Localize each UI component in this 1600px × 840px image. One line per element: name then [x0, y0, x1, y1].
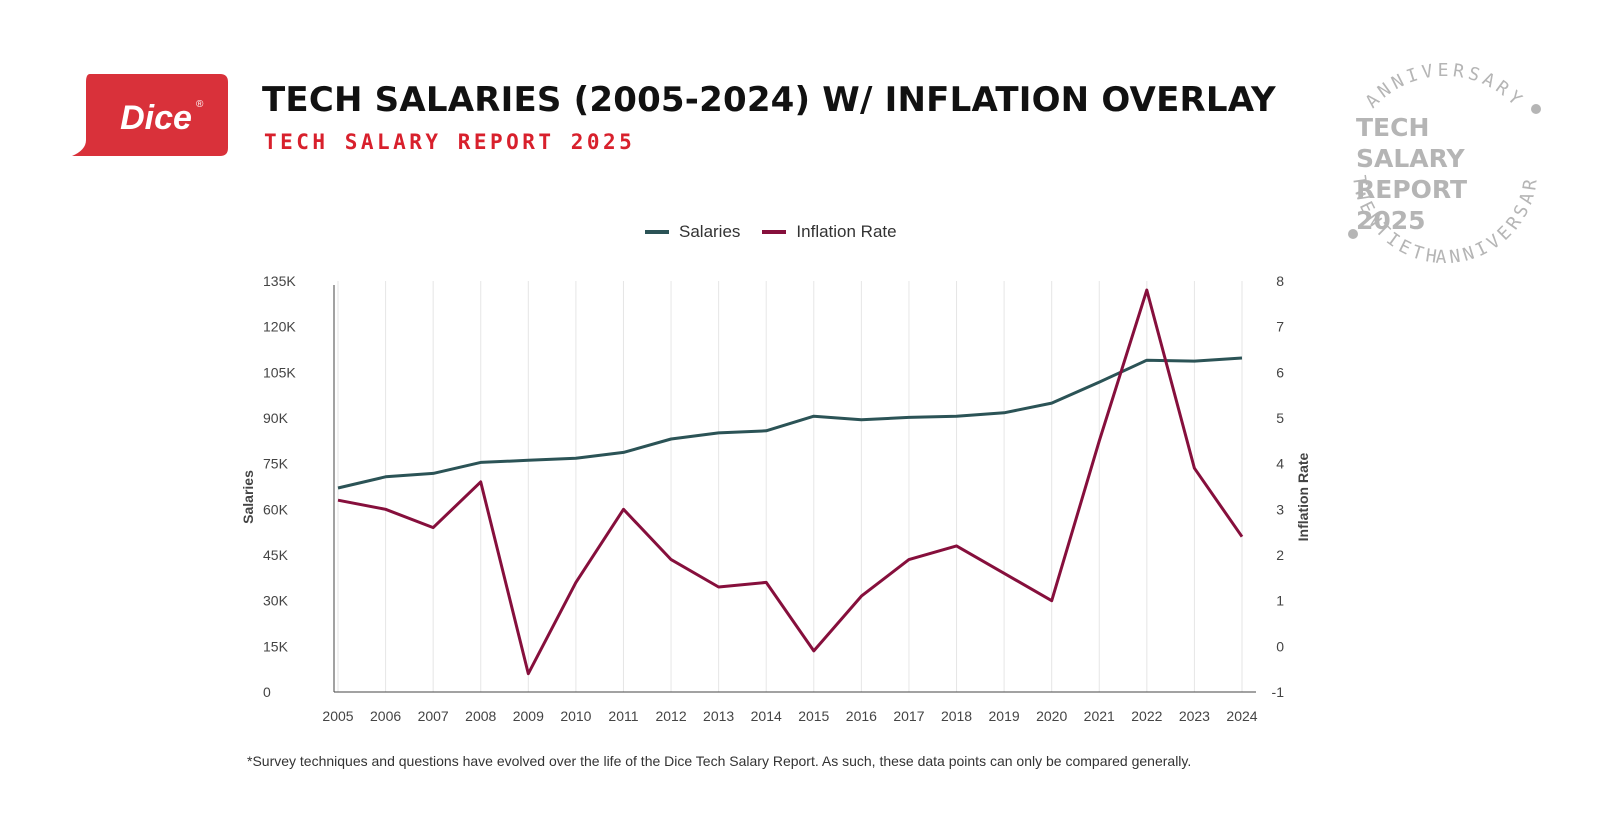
chart-legend: Salaries Inflation Rate [645, 222, 919, 242]
y2-tick-label: 6 [1276, 364, 1284, 380]
y-tick-label: 75K [263, 456, 289, 472]
legend-label: Inflation Rate [796, 222, 897, 241]
badge-dot-left [1348, 229, 1358, 239]
dice-logo: Dice ® [72, 74, 228, 156]
right-axis-ticks: -1 0 1 2 3 4 5 6 7 8 [1272, 273, 1285, 700]
y-tick-label: 135K [263, 273, 296, 289]
x-tick-label: 2017 [893, 708, 924, 724]
y2-tick-label: 0 [1276, 638, 1284, 654]
chart-footnote: *Survey techniques and questions have ev… [247, 753, 1192, 769]
x-tick-label: 2005 [322, 708, 353, 724]
x-tick-label: 2010 [560, 708, 591, 724]
y-tick-label: 15K [263, 638, 289, 654]
y2-tick-label: -1 [1272, 684, 1285, 700]
x-tick-label: 2012 [655, 708, 686, 724]
x-tick-label: 2009 [513, 708, 544, 724]
y2-tick-label: 7 [1276, 319, 1284, 335]
y2-tick-label: 3 [1276, 501, 1284, 517]
x-tick-label: 2020 [1036, 708, 1067, 724]
badge-center-line: SALARY [1356, 144, 1466, 173]
vertical-gridlines [337, 281, 1243, 692]
y-tick-label: 105K [263, 364, 296, 380]
y-tick-label: 60K [263, 501, 289, 517]
logo-registered-mark: ® [196, 99, 204, 110]
y-tick-label: 30K [263, 593, 289, 609]
x-axis-ticks: 2005 2006 2007 2008 2009 2010 2011 2012 2013 2014… [322, 708, 1257, 724]
legend-item: Salaries [645, 222, 740, 242]
right-axis-title: Inflation Rate [1295, 452, 1311, 541]
badge-dot-right [1531, 104, 1541, 114]
logo-background [72, 74, 228, 156]
x-tick-label: 2023 [1179, 708, 1210, 724]
x-tick-label: 2011 [608, 708, 638, 724]
badge-center-line: 2025 [1356, 206, 1426, 235]
y-tick-label: 45K [263, 547, 289, 563]
y2-tick-label: 2 [1276, 547, 1284, 563]
x-tick-label: 2015 [798, 708, 829, 724]
y-tick-label: 0 [263, 684, 271, 700]
legend-swatch [645, 230, 669, 234]
page-subtitle: TECH SALARY REPORT 2025 [264, 130, 636, 154]
legend-swatch [762, 230, 787, 234]
x-tick-label: 2019 [989, 708, 1020, 724]
legend-item: Inflation Rate [762, 222, 897, 242]
x-tick-label: 2016 [846, 708, 877, 724]
y2-tick-label: 5 [1276, 410, 1284, 426]
chart-series [337, 288, 1244, 676]
x-tick-label: 2018 [941, 708, 972, 724]
series-line-inflation-rate [337, 288, 1244, 676]
y-tick-label: 120K [263, 319, 296, 335]
y2-tick-label: 8 [1276, 273, 1284, 289]
x-tick-label: 2008 [465, 708, 496, 724]
badge-center-line: REPORT [1356, 175, 1467, 204]
x-tick-label: 2006 [370, 708, 401, 724]
x-tick-label: 2022 [1131, 708, 1162, 724]
y-tick-label: 90K [263, 410, 289, 426]
series-line-salaries [337, 356, 1243, 490]
anniversary-badge: ANNIVERSARY TWENTIETH ANNIVERSARY TECHSA… [1320, 46, 1541, 268]
y2-tick-label: 1 [1276, 593, 1284, 609]
page-title: TECH SALARIES (2005-2024) W/ INFLATION O… [262, 80, 1276, 120]
x-tick-label: 2007 [418, 708, 449, 724]
badge-center-line: TECH [1356, 113, 1429, 142]
x-tick-label: 2014 [751, 708, 782, 724]
x-tick-label: 2024 [1226, 708, 1257, 724]
legend-label: Salaries [679, 222, 741, 241]
x-tick-label: 2013 [703, 708, 734, 724]
left-axis-ticks: 0 15K 30K 45K 60K 75K 90K 105K 120K 135K [263, 273, 296, 700]
left-axis-title: Salaries [240, 470, 256, 524]
chart-axes [333, 285, 1256, 693]
x-tick-label: 2021 [1084, 708, 1115, 724]
y2-tick-label: 4 [1276, 456, 1284, 472]
logo-text: Dice [120, 99, 192, 137]
